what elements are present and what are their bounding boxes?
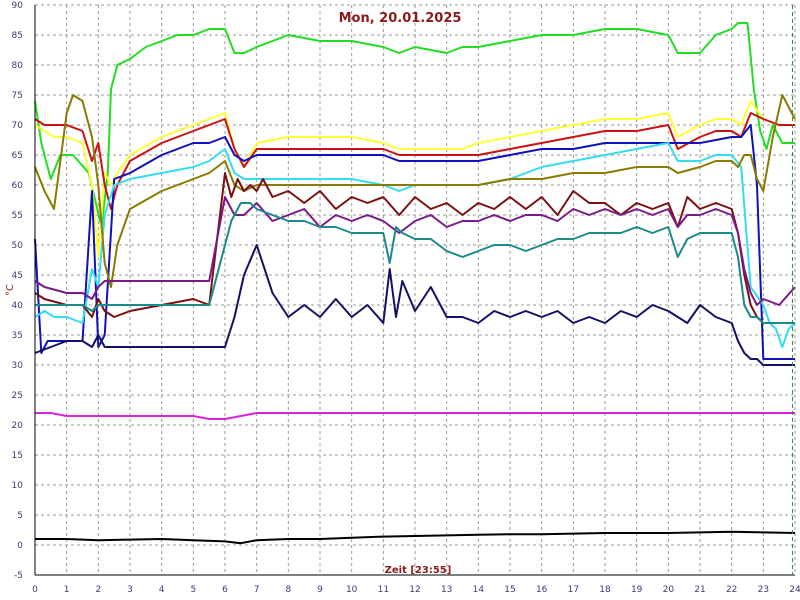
x-tick-label: 10 — [346, 585, 358, 595]
series-line-2 — [34, 100, 795, 258]
x-tick-label: 18 — [599, 585, 611, 595]
series-line-1 — [34, 22, 795, 228]
y-tick-label: 20 — [12, 421, 24, 431]
y-tick-label: 10 — [12, 481, 24, 491]
x-tick-label: 12 — [409, 585, 420, 595]
x-tick-label: 1 — [64, 585, 70, 595]
x-tick-label: 19 — [631, 585, 643, 595]
x-tick-label: 11 — [378, 585, 389, 595]
y-tick-label: 30 — [12, 361, 24, 371]
series-line-12 — [35, 530, 796, 545]
y-tick-label: 40 — [12, 301, 24, 311]
series-line-5 — [34, 142, 796, 348]
series-line-6 — [34, 94, 796, 288]
x-tick-label: 9 — [317, 585, 323, 595]
y-tick-label: 55 — [12, 211, 23, 221]
x-tick-label: 16 — [536, 585, 548, 595]
y-tick-label: 5 — [17, 511, 23, 521]
series-line-10 — [34, 244, 795, 366]
y-tick-label: 85 — [12, 31, 23, 41]
chart-title: Mon, 20.01.2025 — [339, 11, 462, 26]
x-tick-label: 20 — [663, 585, 675, 595]
x-tick-label: 0 — [32, 585, 38, 595]
x-tick-label: 23 — [758, 585, 769, 595]
x-tick-label: 2 — [95, 585, 101, 595]
y-tick-label: 15 — [12, 451, 23, 461]
y-tick-label: 75 — [12, 91, 23, 101]
x-tick-label: 7 — [254, 585, 260, 595]
x-tick-label: 17 — [568, 585, 579, 595]
x-tick-label: 21 — [694, 585, 705, 595]
axes: 0 1 2 3 4 5 6 7 8 9 10 11 12 13 14 15 16 17 18 19 20 21 22 23 24… — [12, 1, 800, 595]
y-tick-label: 70 — [12, 121, 24, 131]
x-tick-label: 3 — [127, 585, 133, 595]
x-tick-label: 24 — [789, 585, 800, 595]
y-tick-label: 50 — [12, 241, 24, 251]
y-tick-label: -5 — [14, 571, 23, 581]
x-tick-label: 14 — [473, 585, 485, 595]
y-tick-label: 0 — [17, 541, 23, 551]
y-tick-label: 35 — [12, 331, 23, 341]
series-line-8 — [34, 196, 796, 306]
y-tick-label: 60 — [12, 181, 24, 191]
x-tick-label: 6 — [222, 585, 228, 595]
series-line-9 — [35, 202, 795, 324]
series-line-4 — [34, 124, 795, 360]
x-tick-label: 22 — [726, 585, 737, 595]
y-tick-label: 80 — [12, 61, 24, 71]
x-tick-label: 8 — [285, 585, 291, 595]
y-axis-label: °C — [5, 284, 16, 296]
series-lines — [34, 22, 796, 545]
x-tick-label: 15 — [504, 585, 515, 595]
series-line-11 — [35, 412, 795, 420]
x-tick-label: 4 — [159, 585, 165, 595]
y-tick-label: 25 — [12, 391, 23, 401]
y-tick-label: 65 — [12, 151, 23, 161]
x-axis-label: Zeit [23:55] — [385, 565, 452, 576]
x-tick-label: 5 — [190, 585, 196, 595]
series-line-7 — [34, 172, 795, 324]
x-tick-label: 13 — [441, 585, 452, 595]
y-tick-label: 90 — [12, 1, 24, 11]
y-tick-label: 45 — [12, 271, 23, 281]
